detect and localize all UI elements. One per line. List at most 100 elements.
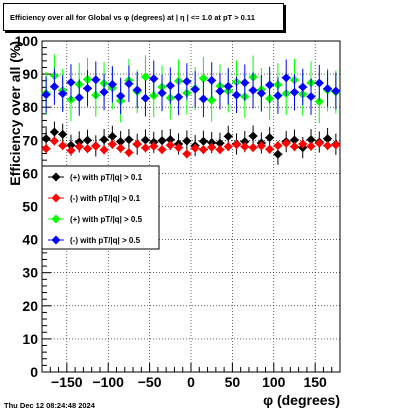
y-axis-title: Efficiency over all (%)	[7, 41, 23, 186]
data-point	[306, 135, 316, 145]
data-point	[157, 88, 167, 98]
data-point	[83, 83, 93, 93]
data-point	[49, 136, 59, 146]
y-tick-label: 100	[15, 33, 39, 49]
data-point	[281, 73, 291, 83]
data-point	[165, 135, 175, 145]
y-tick-label: 40	[22, 232, 38, 248]
data-point	[41, 144, 51, 154]
y-tick-label: 10	[22, 331, 38, 347]
data-point	[223, 131, 233, 141]
y-tick-label: 0	[30, 364, 38, 380]
data-point	[107, 139, 117, 149]
data-point	[223, 81, 233, 91]
data-point	[323, 141, 333, 151]
data-point	[281, 138, 291, 148]
x-tick-label: 0	[187, 374, 195, 390]
data-point	[248, 143, 258, 153]
data-point	[314, 78, 324, 88]
x-tick-label: −50	[138, 374, 162, 390]
y-tick-label: 30	[22, 265, 38, 281]
series-3	[41, 59, 341, 118]
legend-marker	[51, 193, 61, 203]
x-tick-label: 50	[225, 374, 241, 390]
data-point	[66, 146, 76, 156]
data-point	[140, 143, 150, 153]
legend-box	[41, 165, 160, 250]
data-point	[74, 142, 84, 152]
data-point	[91, 141, 101, 151]
data-point	[49, 127, 59, 137]
data-point	[190, 84, 200, 94]
data-point	[174, 143, 184, 153]
data-point	[182, 136, 192, 146]
legend-label: (-) with pT/|q| > 0.1	[70, 194, 141, 203]
data-point	[273, 141, 283, 151]
legend-marker	[51, 235, 61, 245]
data-point	[165, 81, 175, 91]
data-point	[232, 140, 242, 150]
data-point	[265, 144, 275, 154]
y-tick-label: 50	[22, 199, 38, 215]
data-point	[207, 95, 217, 105]
data-point	[174, 92, 184, 102]
y-tick-label: 90	[22, 66, 38, 82]
data-point	[215, 145, 225, 155]
data-point	[289, 142, 299, 152]
data-point	[91, 75, 101, 85]
data-point	[58, 129, 68, 139]
y-tick-label: 80	[22, 99, 38, 115]
data-point	[298, 139, 308, 149]
data-point	[207, 142, 217, 152]
data-point	[256, 88, 266, 98]
data-point	[190, 143, 200, 153]
data-point	[248, 85, 258, 95]
chart-title: Efficiency over all for Global vs φ (deg…	[3, 3, 284, 31]
data-point	[240, 137, 250, 147]
data-point	[248, 131, 258, 141]
data-point	[58, 89, 68, 99]
data-point	[41, 90, 51, 100]
data-point	[140, 72, 150, 82]
data-point	[124, 148, 134, 158]
timestamp: Thu Dec 12 08:24:48 2024	[4, 401, 95, 410]
legend-label: (-) with pT/|q| > 0.5	[70, 236, 141, 245]
data-point	[116, 137, 126, 147]
legend-label: (+) with pT/|q| > 0.5	[70, 215, 143, 224]
data-point	[314, 97, 324, 107]
data-point	[273, 91, 283, 101]
data-point	[99, 145, 109, 155]
data-point	[66, 77, 76, 87]
data-point	[232, 90, 242, 100]
data-point	[66, 140, 76, 150]
data-point	[215, 86, 225, 96]
data-point	[323, 134, 333, 144]
legend-marker	[51, 214, 61, 224]
data-point	[265, 133, 275, 143]
series-1	[41, 136, 341, 159]
data-point	[289, 135, 299, 145]
data-point	[323, 84, 333, 94]
data-point	[223, 142, 233, 152]
legend-label: (+) with pT/|q| > 0.1	[70, 173, 143, 182]
data-point	[215, 138, 225, 148]
data-point	[116, 91, 126, 101]
x-tick-label: 150	[303, 374, 327, 390]
data-point	[256, 141, 266, 151]
data-point	[41, 134, 51, 144]
data-point	[331, 140, 341, 150]
data-point	[306, 141, 316, 151]
data-point	[157, 136, 167, 146]
data-point	[83, 135, 93, 145]
data-point	[198, 145, 208, 155]
data-point	[83, 144, 93, 154]
data-point	[132, 85, 142, 95]
data-point	[207, 75, 217, 85]
data-point	[306, 92, 316, 102]
legend-marker	[51, 172, 61, 182]
data-point	[331, 86, 341, 96]
data-point	[165, 140, 175, 150]
data-point	[198, 73, 208, 83]
data-point	[240, 78, 250, 88]
